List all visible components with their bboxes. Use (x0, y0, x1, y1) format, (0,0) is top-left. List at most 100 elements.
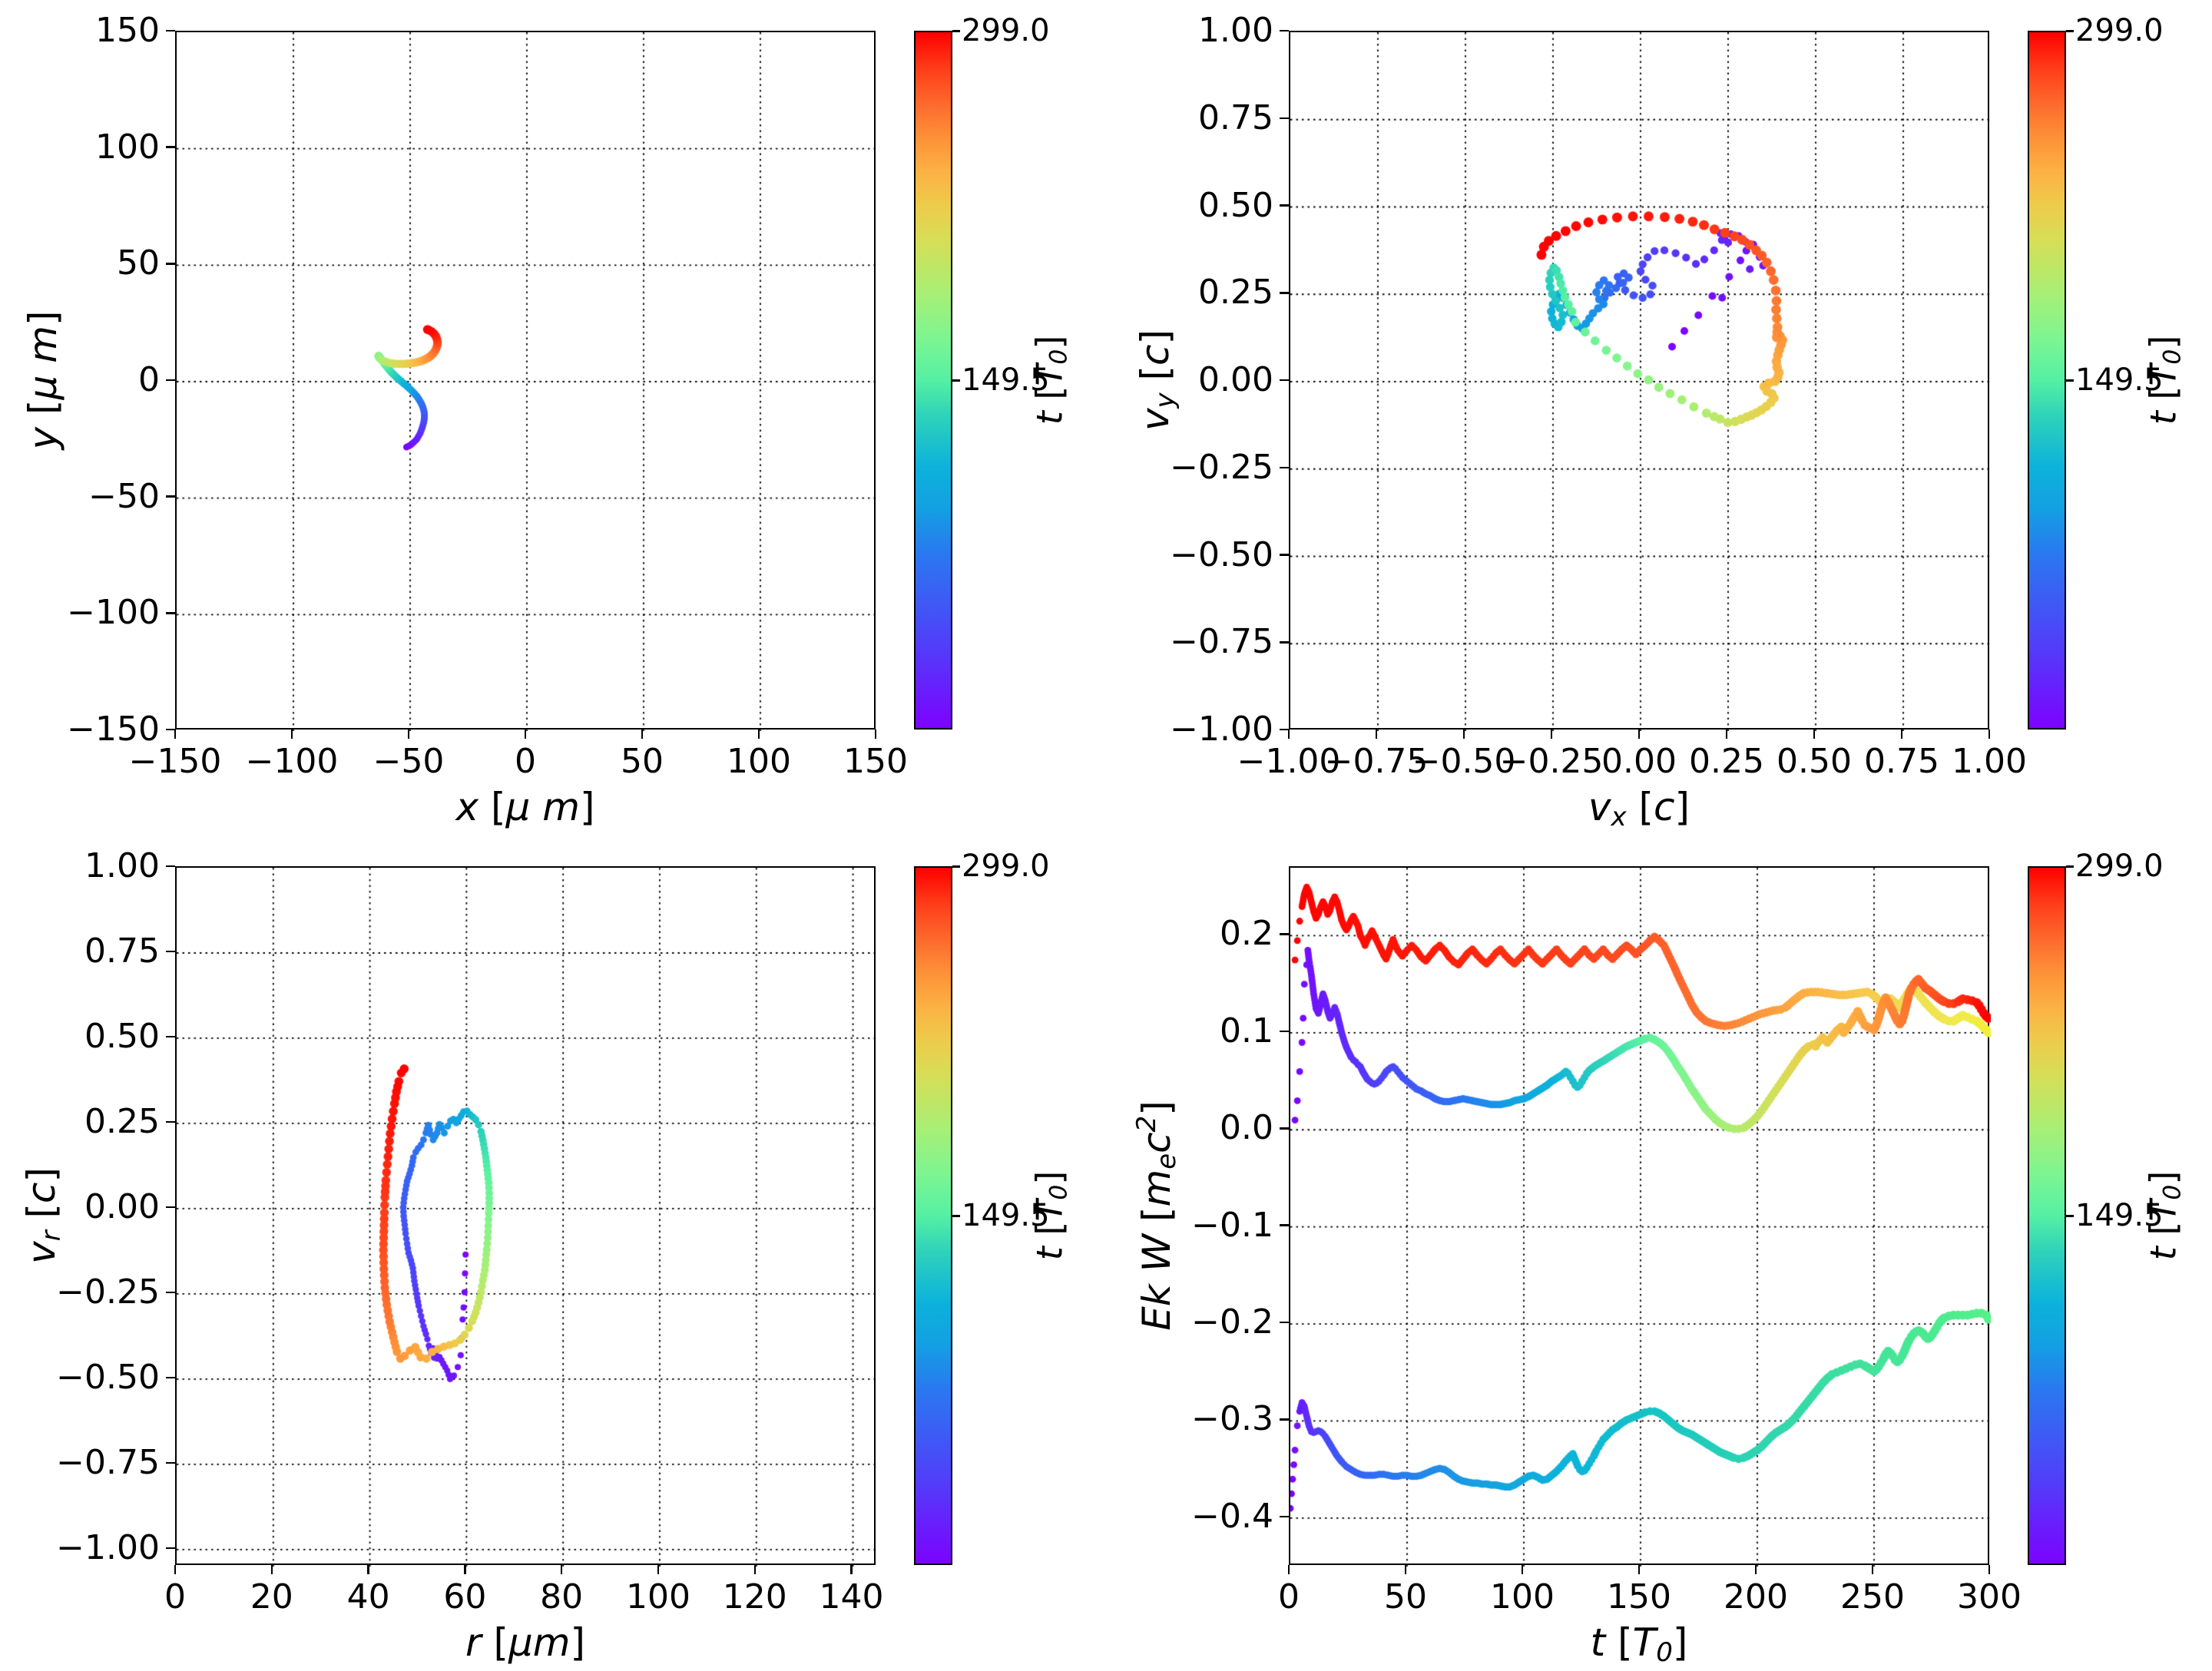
colorbar-mid-tick (2066, 379, 2074, 382)
y-tick-mark (1280, 117, 1289, 120)
x-tick-mark (1813, 730, 1816, 739)
x-tick-mark (1988, 1565, 1991, 1574)
y-tick-mark (1280, 1224, 1289, 1226)
colorbar-max-label: 299.0 (2075, 849, 2164, 884)
x-tick-label: 50 (621, 742, 664, 781)
x-tick-mark (757, 730, 760, 739)
y-tick-label: 0.2 (1220, 914, 1273, 954)
x-tick-mark (1404, 1565, 1407, 1574)
plot-area (175, 31, 877, 731)
x-tick-mark (407, 730, 410, 739)
y-axis-label: vr [c] (18, 1167, 68, 1264)
y-tick-label: −0.2 (1191, 1302, 1273, 1342)
y-tick-mark (166, 495, 175, 498)
x-tick-label: −0.75 (1324, 742, 1429, 781)
y-tick-mark (166, 263, 175, 265)
y-tick-label: −50 (88, 476, 160, 516)
x-tick-mark (1521, 1565, 1524, 1574)
x-tick-label: 80 (540, 1577, 584, 1616)
x-tick-mark (1287, 730, 1290, 739)
x-tick-mark (524, 730, 527, 739)
x-tick-label: 60 (443, 1577, 487, 1616)
x-tick-label: 40 (346, 1577, 390, 1616)
x-tick-mark (1637, 730, 1641, 739)
y-tick-label: 1.00 (1198, 11, 1273, 50)
x-axis-label: t [T0] (1590, 1620, 1688, 1669)
y-tick-label: −1.00 (56, 1527, 160, 1567)
x-axis-label: vx [c] (1588, 785, 1690, 833)
x-tick-label: 1.00 (1952, 742, 2027, 781)
x-tick-mark (290, 730, 293, 739)
y-tick-mark (166, 1035, 175, 1038)
y-tick-mark (166, 1206, 175, 1209)
x-tick-label: 150 (843, 742, 908, 781)
y-tick-mark (1280, 1515, 1289, 1518)
y-tick-mark (166, 950, 175, 953)
x-tick-label: 0.25 (1689, 742, 1764, 781)
colorbar-mid-label: 149.5 (2075, 362, 2164, 398)
colorbar-mid-tick (952, 379, 960, 382)
x-tick-mark (174, 1565, 177, 1574)
y-tick-label: −0.3 (1191, 1399, 1273, 1439)
x-tick-mark (1637, 1565, 1641, 1574)
x-axis-label: r [μm] (465, 1620, 586, 1665)
y-tick-mark (1280, 1418, 1289, 1421)
x-tick-label: 300 (1957, 1577, 2022, 1616)
y-tick-label: −0.75 (1170, 622, 1273, 662)
colorbar (914, 31, 952, 730)
x-tick-label: 0.75 (1864, 742, 1939, 781)
y-tick-mark (1280, 933, 1289, 935)
y-tick-mark (1280, 728, 1289, 731)
plot-area (175, 866, 877, 1567)
colorbar-max-label: 299.0 (962, 13, 1050, 48)
y-tick-mark (1280, 1321, 1289, 1324)
y-tick-mark (1280, 641, 1289, 644)
x-tick-mark (1754, 1565, 1757, 1574)
colorbar (914, 866, 952, 1565)
x-tick-mark (657, 1565, 660, 1574)
y-tick-mark (166, 612, 175, 614)
y-tick-label: 0.50 (84, 1016, 160, 1056)
x-tick-label: 200 (1724, 1577, 1788, 1616)
x-tick-label: 0 (164, 1577, 186, 1616)
x-tick-label: −0.50 (1412, 742, 1516, 781)
y-tick-label: 0.75 (84, 931, 160, 971)
x-tick-mark (753, 1565, 757, 1574)
x-tick-mark (174, 730, 177, 739)
y-tick-label: 1.00 (84, 846, 160, 885)
y-tick-label: 0.25 (84, 1101, 160, 1141)
x-tick-mark (270, 1565, 273, 1574)
y-tick-label: 0.50 (1198, 185, 1273, 225)
y-tick-label: 100 (95, 127, 160, 167)
x-tick-label: 100 (1490, 1577, 1555, 1616)
colorbar-mid-label: 149.5 (962, 362, 1050, 398)
x-tick-label: 150 (1607, 1577, 1671, 1616)
y-tick-mark (166, 1547, 175, 1550)
plot-area (1289, 866, 1991, 1567)
y-tick-mark (166, 146, 175, 148)
colorbar-max-label: 299.0 (2075, 13, 2164, 48)
x-tick-label: 100 (625, 1577, 690, 1616)
x-tick-mark (641, 730, 644, 739)
colorbar (2028, 866, 2066, 1565)
y-tick-label: 0.00 (84, 1186, 160, 1226)
y-tick-mark (166, 379, 175, 382)
y-tick-label: 0 (138, 360, 160, 399)
x-tick-mark (1988, 730, 1991, 739)
y-tick-label: −0.25 (1170, 447, 1273, 487)
x-tick-mark (1871, 1565, 1874, 1574)
y-tick-label: −1.00 (1170, 710, 1273, 749)
x-tick-label: −100 (245, 742, 339, 781)
y-tick-label: −0.25 (56, 1272, 160, 1312)
x-tick-label: 0.00 (1601, 742, 1677, 781)
colorbar-mid-tick (952, 1215, 960, 1217)
x-tick-label: −150 (128, 742, 222, 781)
y-tick-label: −0.75 (56, 1442, 160, 1482)
x-tick-mark (367, 1565, 369, 1574)
colorbar-max-tick (952, 30, 960, 32)
y-tick-mark (166, 29, 175, 32)
y-tick-label: 0.25 (1198, 273, 1273, 313)
x-tick-mark (1375, 730, 1378, 739)
x-tick-mark (1462, 730, 1465, 739)
y-tick-label: −100 (67, 593, 160, 633)
